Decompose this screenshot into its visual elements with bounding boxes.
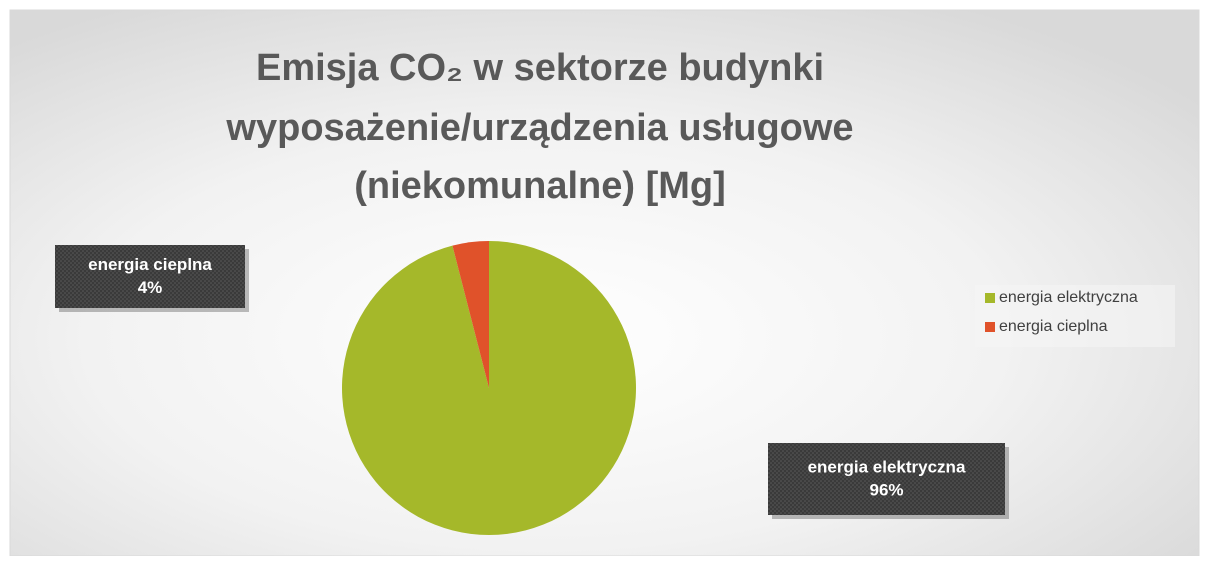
pie-slice xyxy=(452,241,489,388)
legend-label: energia cieplna xyxy=(999,318,1108,335)
data-label-value: 4% xyxy=(138,278,163,297)
legend-swatch xyxy=(985,293,995,303)
label-box xyxy=(768,443,1005,515)
legend-label: energia elektryczna xyxy=(999,289,1138,306)
chart-title: wyposażenie/urządzenia usługowe xyxy=(225,107,853,149)
label-box xyxy=(55,245,245,308)
data-label-value: 96% xyxy=(869,480,903,499)
data-label-name: energia elektryczna xyxy=(808,457,966,476)
chart-title: Emisja CO₂ w sektorze budynki xyxy=(256,47,824,89)
data-label-name: energia cieplna xyxy=(88,255,212,274)
legend-box xyxy=(975,285,1175,347)
legend-swatch xyxy=(985,322,995,332)
chart-title: (niekomunalne) [Mg] xyxy=(354,165,726,207)
